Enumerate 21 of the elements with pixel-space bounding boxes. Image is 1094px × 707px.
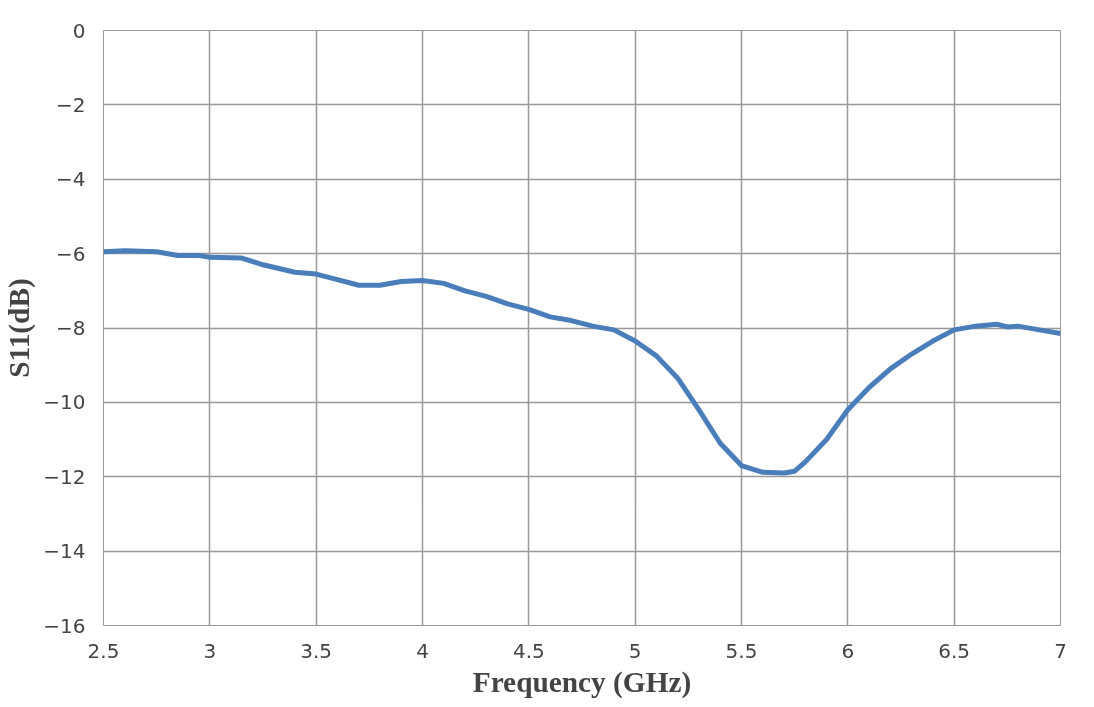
x-tick-label: 5.5 [725,638,758,663]
y-tick-label: −6 [56,241,86,266]
y-tick-label: −16 [43,613,86,638]
x-tick-label: 4 [416,638,429,663]
x-tick-label: 6 [841,638,855,663]
y-tick-label: 0 [72,18,86,43]
x-tick-label: 7 [1054,638,1067,663]
y-tick-label: −14 [43,539,86,564]
x-tick-label: 6.5 [938,638,971,663]
x-tick-label: 5 [628,638,642,663]
y-tick-label: −8 [56,316,86,340]
x-tick-label: 4.5 [512,638,545,663]
y-tick-label: −12 [43,464,86,489]
x-tick-label: 3 [203,638,217,663]
y-tick-label: −4 [56,167,86,192]
y-tick-label: −2 [56,92,86,117]
x-tick-label: 3.5 [300,638,333,663]
x-axis-title: Frequency (GHz) [472,665,692,699]
y-axis-title: S11(dB) [3,278,37,378]
y-tick-label: −10 [43,390,86,415]
x-tick-label: 2.5 [87,638,120,663]
